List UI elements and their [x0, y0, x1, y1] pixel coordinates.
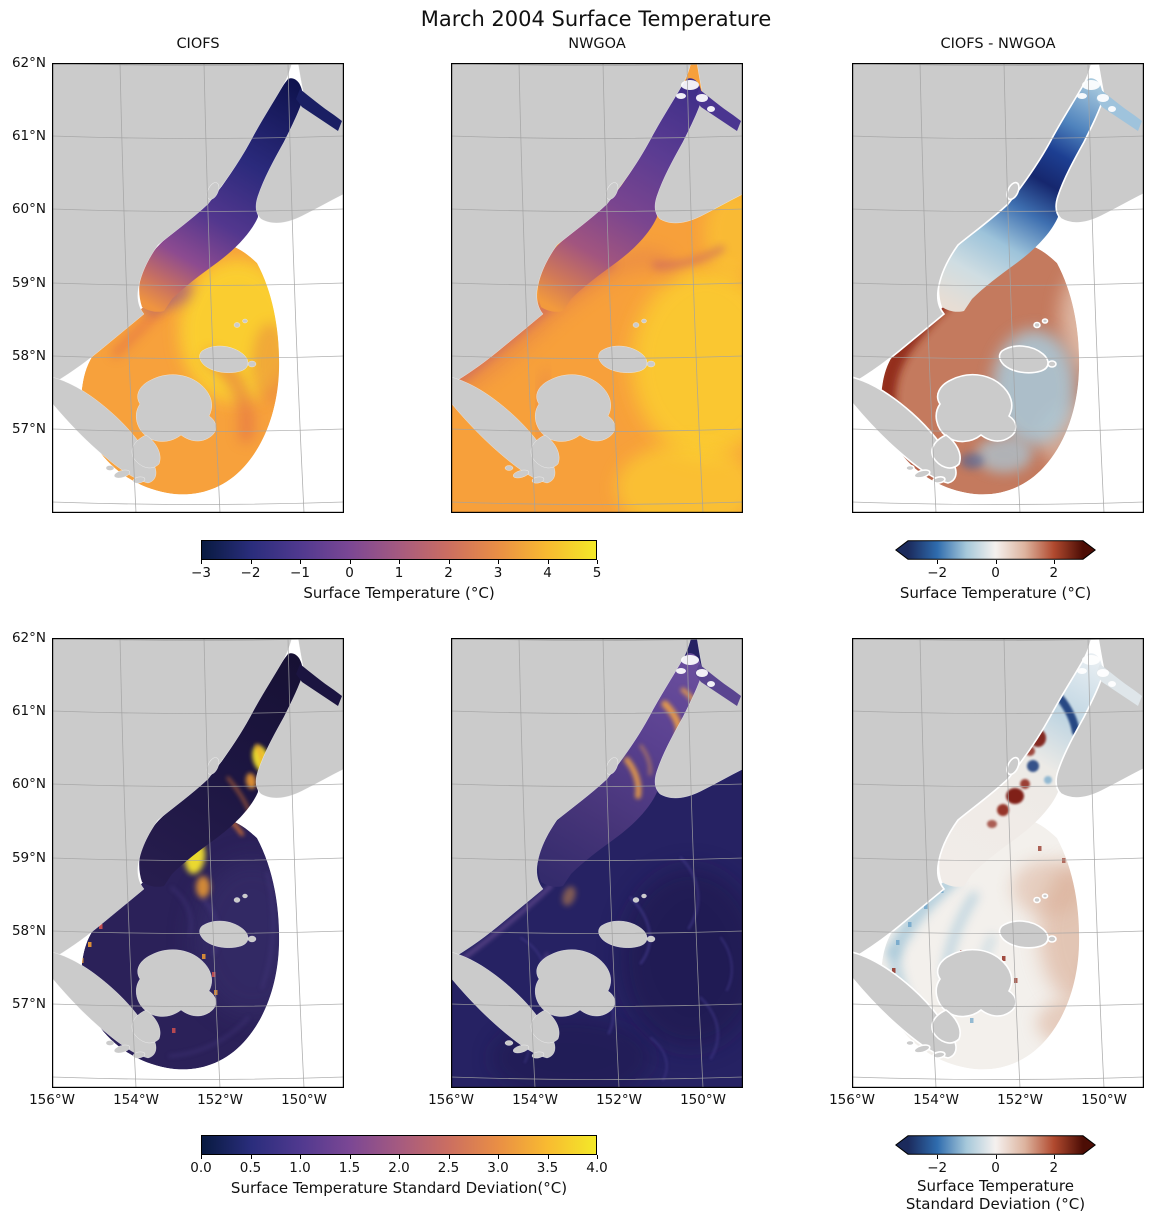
x-axis-tick-label: 156°W	[428, 1092, 474, 1108]
colorbar-tick-label: −2	[927, 565, 948, 581]
colorbar-tick-label: 2.0	[388, 1160, 410, 1176]
colorbar-tick	[995, 560, 997, 564]
colorbar-tick-label: −2	[240, 565, 261, 581]
colorbar-tick-label: 0	[991, 1160, 1000, 1176]
colorbar-tick	[300, 560, 301, 564]
colorbar-tick-label: 3.0	[487, 1160, 509, 1176]
colorbar-tick	[1053, 1155, 1055, 1159]
colorbar-tick	[937, 560, 939, 564]
x-axis-tick-label: 150°W	[680, 1092, 726, 1108]
x-axis-tick-label: 152°W	[997, 1092, 1043, 1108]
colorbar-label-line1: Surface Temperature	[917, 1177, 1074, 1195]
y-axis-tick-label: 57°N	[11, 996, 46, 1012]
colorbar-tick-label: 2	[444, 565, 453, 581]
map-panel-nwgoa-std	[451, 638, 743, 1088]
panel-title-ciofs: CIOFS	[176, 36, 220, 52]
x-axis-tick-label: 150°W	[281, 1092, 327, 1108]
x-axis-tick-label: 154°W	[913, 1092, 959, 1108]
map-panel-nwgoa-temperature	[451, 63, 743, 513]
y-axis-tick-label: 60°N	[11, 201, 46, 217]
y-axis-tick-label: 62°N	[11, 630, 46, 646]
panel-title-nwgoa: NWGOA	[568, 36, 626, 52]
map-panel-diff-std	[852, 638, 1144, 1088]
colorbar-tick-label: −2	[927, 1160, 948, 1176]
colorbar-tick	[201, 1155, 202, 1159]
map-panel-ciofs-std	[52, 638, 344, 1088]
colorbar-tick-label: 3	[493, 565, 503, 581]
colorbar-tick	[399, 560, 400, 564]
colorbar-tick-label: 2.5	[437, 1160, 460, 1176]
colorbar-std-difference: Surface Temperature Standard Deviation (…	[895, 1135, 1096, 1213]
colorbar-tick	[250, 1155, 252, 1159]
x-axis-tick-label: 152°W	[596, 1092, 642, 1108]
y-axis-tick-label: 62°N	[11, 55, 46, 71]
x-axis-tick-label: 150°W	[1081, 1092, 1127, 1108]
colorbar-tick-label: 0	[991, 565, 1000, 581]
x-axis-tick-label: 156°W	[29, 1092, 75, 1108]
colorbar-tick-label: 4.0	[586, 1160, 608, 1176]
x-axis-tick-label: 156°W	[829, 1092, 875, 1108]
colorbar-tick	[250, 560, 252, 564]
colorbar-label: Surface Temperature Standard Deviation(°…	[230, 1179, 568, 1197]
colorbar-tick	[937, 1155, 939, 1159]
colorbar-tick-label: 3.5	[536, 1160, 559, 1176]
colorbar-tick-label: 2	[1049, 565, 1059, 581]
x-axis-tick-label: 152°W	[197, 1092, 243, 1108]
colorbar-tick-label: −1	[290, 565, 310, 581]
colorbar-tick-label: 0	[345, 565, 354, 581]
colorbar-tick	[597, 560, 598, 564]
y-axis-tick-label: 58°N	[11, 923, 46, 939]
y-axis-tick-label: 59°N	[11, 275, 46, 291]
colorbar-tick	[349, 560, 351, 564]
colorbar-tick-label: 2	[1049, 1160, 1059, 1176]
y-axis-tick-label: 61°N	[11, 128, 46, 144]
colorbar-tick	[201, 560, 202, 564]
figure-title: March 2004 Surface Temperature	[420, 7, 772, 31]
colorbar-tick-label: 1.0	[289, 1160, 311, 1176]
y-axis-tick-label: 57°N	[11, 421, 46, 437]
colorbar-tick-label: −3	[191, 565, 211, 581]
colorbar-tick	[498, 560, 499, 564]
colorbar-tick	[448, 1155, 450, 1159]
colorbar-gradient	[201, 1135, 597, 1155]
colorbar-tick	[498, 1155, 499, 1159]
colorbar-tick-label: 0.0	[190, 1160, 212, 1176]
map-panel-ciofs-temperature	[52, 63, 344, 513]
colorbar-temperature-difference: Surface Temperature (°C) −2 0 2	[895, 540, 1096, 606]
x-axis-tick-label: 154°W	[113, 1092, 159, 1108]
colorbar-tick	[1053, 560, 1055, 564]
colorbar-gradient	[201, 540, 597, 560]
colorbar-tick	[547, 560, 549, 564]
colorbar-tick-label: 1.5	[338, 1160, 361, 1176]
colorbar-tick-label: 0.5	[239, 1160, 262, 1176]
y-axis-tick-label: 58°N	[11, 348, 46, 364]
colorbar-surface-temperature: Surface Temperature (°C) −3 −2 −1 0 1 2 3 4 5	[191, 540, 601, 606]
colorbar-label: Surface Temperature (°C)	[899, 584, 1092, 602]
colorbar-label-line2: Standard Deviation (°C)	[905, 1195, 1086, 1213]
colorbar-tick	[399, 1155, 400, 1159]
y-axis-tick-label: 59°N	[11, 850, 46, 866]
colorbar-label: Surface Temperature (°C)	[303, 584, 495, 602]
colorbar-tick-label: 4	[543, 565, 552, 581]
map-panel-diff-temperature	[852, 63, 1144, 513]
colorbar-tick	[300, 1155, 301, 1159]
colorbar-tick	[547, 1155, 549, 1159]
y-axis-tick-label: 61°N	[11, 703, 46, 719]
colorbar-tick	[597, 1155, 598, 1159]
colorbar-tick	[349, 1155, 351, 1159]
y-axis-tick-label: 60°N	[11, 776, 46, 792]
panel-title-ciofs-minus-nwgoa: CIOFS - NWGOA	[940, 36, 1056, 52]
colorbar-tick	[995, 1155, 997, 1159]
colorbar-tick	[448, 560, 450, 564]
colorbar-std-deviation: Surface Temperature Standard Deviation(°…	[190, 1135, 608, 1205]
x-axis-tick-label: 154°W	[512, 1092, 558, 1108]
colorbar-tick-label: 5	[592, 565, 602, 581]
colorbar-tick-label: 1	[394, 565, 404, 581]
